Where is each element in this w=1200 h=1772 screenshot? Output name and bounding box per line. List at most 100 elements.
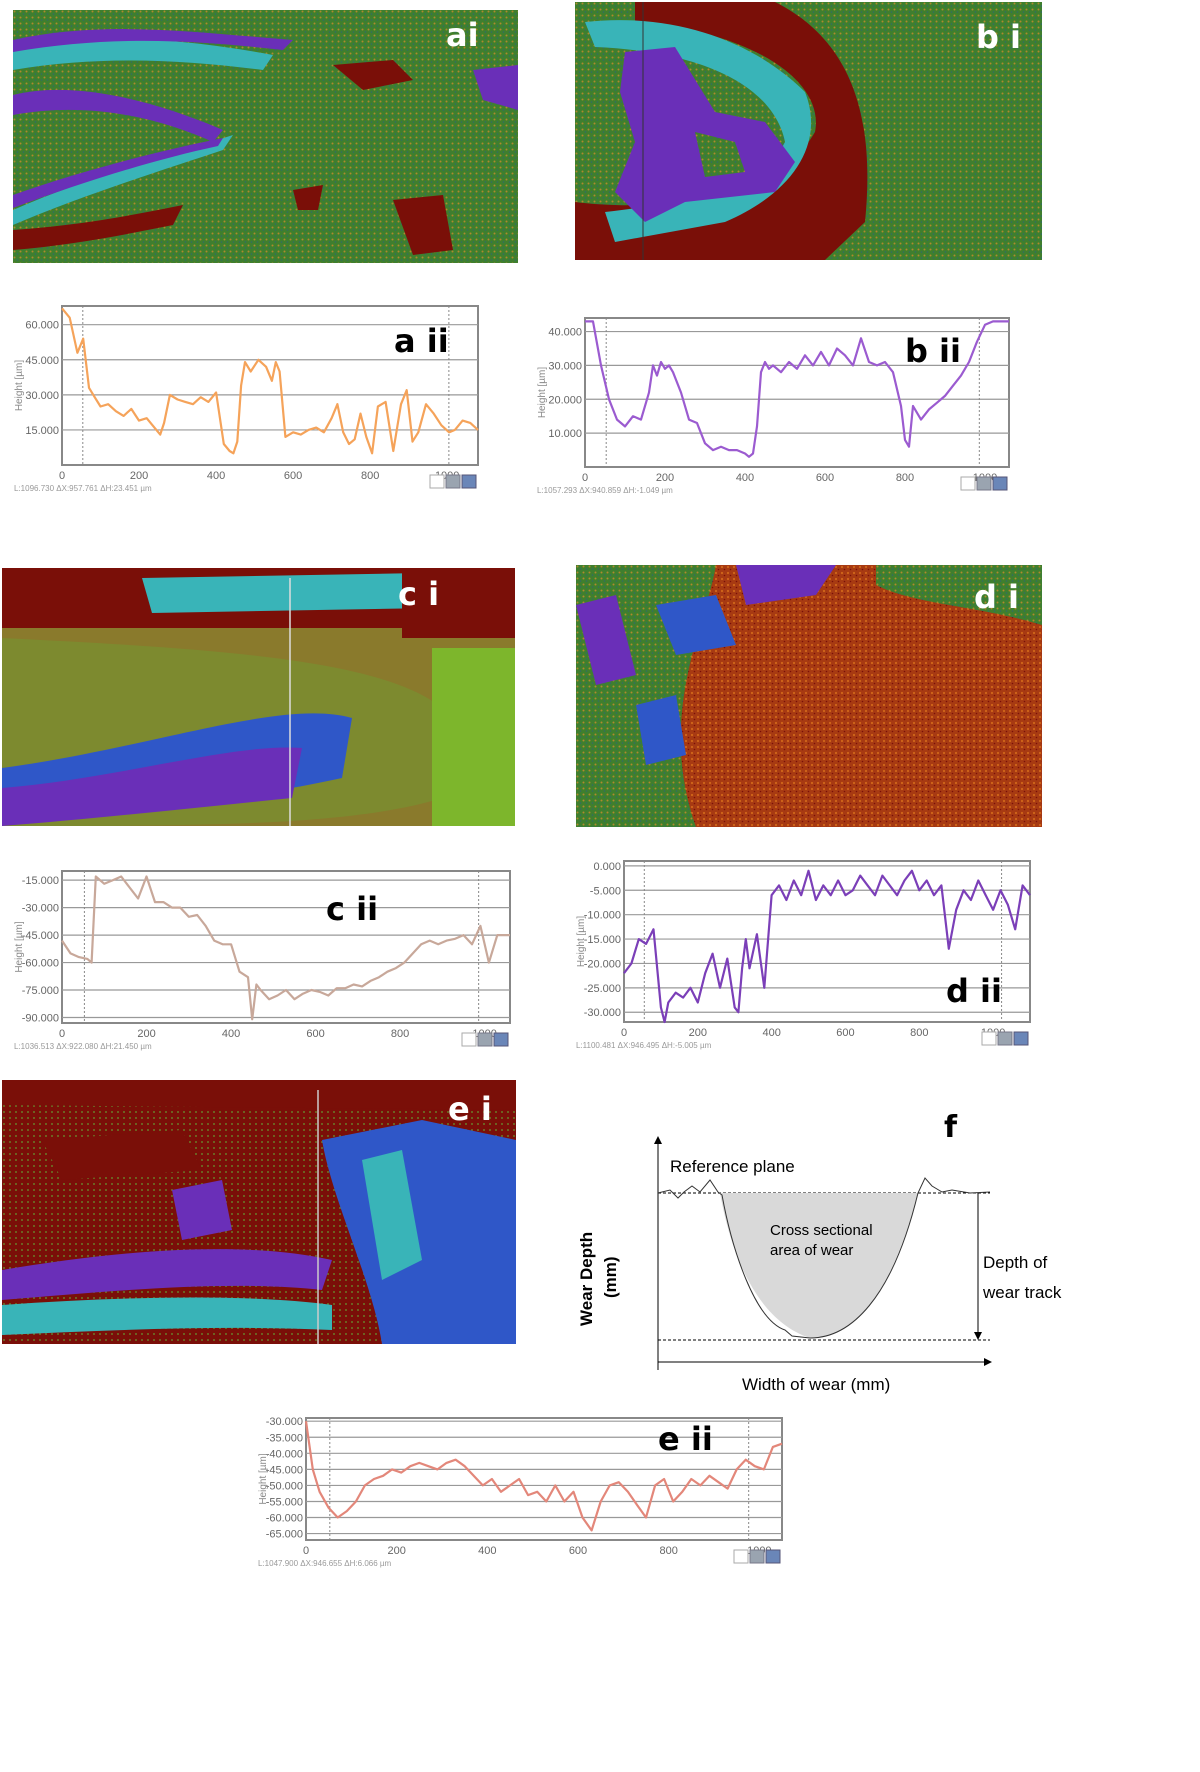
c-ii-ytick-label: -60.000 bbox=[22, 958, 59, 970]
e-ii-xtick-label: 0 bbox=[303, 1545, 309, 1557]
d-ii-ytick-label: -10.000 bbox=[584, 910, 621, 922]
e-ii-toolbar-icon[interactable] bbox=[733, 1549, 749, 1564]
a-ii-profile-line bbox=[61, 307, 479, 455]
e-ii-zoom-icon[interactable] bbox=[749, 1549, 765, 1564]
a-ii-xtick-label: 200 bbox=[130, 470, 148, 482]
c-ii-zoom-icon[interactable] bbox=[477, 1032, 493, 1047]
schematic-xlabel: Width of wear (mm) bbox=[742, 1375, 890, 1394]
panel-label-ei: e i bbox=[448, 1090, 492, 1128]
a-ii-xtick-label: 400 bbox=[207, 470, 225, 482]
b-ii-export-icon[interactable] bbox=[992, 476, 1008, 491]
d-ii-ytick-label: -5.000 bbox=[590, 885, 621, 897]
d-ii-zoom-icon[interactable] bbox=[997, 1031, 1013, 1046]
chart-label-e-ii: e ii bbox=[658, 1420, 713, 1458]
d-ii-ytick-label: -30.000 bbox=[584, 1007, 621, 1019]
a-ii-xtick-label: 600 bbox=[284, 470, 302, 482]
profile-chart-a-svg: 60.00045.00030.00015.0000200400600800100… bbox=[14, 305, 479, 493]
d-ii-plot-frame bbox=[623, 860, 1031, 1023]
schematic-ylabel-1: Wear Depth bbox=[577, 1232, 596, 1326]
c-ii-xtick-label: 600 bbox=[306, 1028, 324, 1040]
c-ii-ytick-label: -90.000 bbox=[22, 1013, 59, 1025]
depth-label-1: Depth of bbox=[983, 1253, 1048, 1272]
profile-chart-d: 0.000 -5.000 -10.000 -15.000 -20.000 -25.000 -… bbox=[572, 855, 1042, 1052]
profile-chart-c: -15.000 -30.000 -45.000 -60.000 -75.000 -90.0… bbox=[10, 865, 522, 1053]
a-ii-xtick-label: 800 bbox=[361, 470, 379, 482]
e-ii-ytick-label: -30.000 bbox=[266, 1416, 303, 1428]
a-ii-ytick-label: 45.000 bbox=[25, 355, 59, 367]
c-ii-ytick-label: -15.000 bbox=[22, 875, 59, 887]
d-ii-xtick-label: 0 bbox=[621, 1027, 627, 1039]
profile-chart-e-svg: -30.000 -35.000 -40.000 -45.000 -50.000 -55.0… bbox=[258, 1416, 783, 1568]
c-ii-plot-frame bbox=[61, 870, 511, 1024]
d-ii-profile-line bbox=[623, 869, 1031, 1024]
chart-label-b-ii: b ii bbox=[905, 332, 961, 370]
a-ii-ytick-label: 60.000 bbox=[25, 320, 59, 332]
cross-section-label-2: area of wear bbox=[770, 1242, 853, 1259]
panel-label-ci: c i bbox=[398, 575, 440, 613]
d-ii-ytick-label: -15.000 bbox=[584, 934, 621, 946]
e-ii-xtick-label: 400 bbox=[478, 1545, 496, 1557]
b-ii-xtick-label: 0 bbox=[582, 472, 588, 484]
e-ii-export-icon[interactable] bbox=[765, 1549, 781, 1564]
e-ii-ytick-label: -35.000 bbox=[266, 1432, 303, 1444]
wear-cross-section-area bbox=[720, 1193, 918, 1339]
a-ii-ytick-label: 15.000 bbox=[25, 425, 59, 437]
d-ii-ytick-label: -25.000 bbox=[584, 983, 621, 995]
e-ii-ytick-label: -55.000 bbox=[266, 1496, 303, 1508]
b-ii-xtick-label: 200 bbox=[656, 472, 674, 484]
b-ii-footer: L:1057.293 ΔX:940.859 ΔH:-1.049 µm bbox=[537, 486, 673, 495]
height-map-a bbox=[13, 10, 518, 263]
depth-arrow-head bbox=[974, 1332, 982, 1340]
e-ii-profile-line bbox=[304, 1421, 783, 1532]
e-ii-xtick-label: 600 bbox=[569, 1545, 587, 1557]
b-ii-plot-frame bbox=[584, 317, 1010, 468]
c-ii-toolbar-icon[interactable] bbox=[461, 1032, 477, 1047]
e-ii-ytick-label: -50.000 bbox=[266, 1480, 303, 1492]
c-ii-ylabel: Height [µm] bbox=[14, 921, 25, 973]
b-ii-profile-line bbox=[585, 320, 1009, 458]
wear-schematic: Reference plane Cross sectional area of … bbox=[577, 1136, 1062, 1394]
d-ii-ytick-label: -20.000 bbox=[584, 958, 621, 970]
c-ii-profile-line bbox=[61, 875, 510, 1021]
height-map-b bbox=[575, 2, 1042, 260]
wear-profile-curve bbox=[657, 1177, 991, 1339]
d-ii-toolbar-icon[interactable] bbox=[981, 1031, 997, 1046]
profile-chart-d-svg: 0.000 -5.000 -10.000 -15.000 -20.000 -25.000 -… bbox=[576, 860, 1031, 1050]
a-ii-export-icon[interactable] bbox=[461, 474, 477, 489]
c-ii-xtick-label: 800 bbox=[391, 1028, 409, 1040]
a-ii-zoom-icon[interactable] bbox=[445, 474, 461, 489]
c-ii-xtick-label: 400 bbox=[222, 1028, 240, 1040]
a-ii-toolbar-icon[interactable] bbox=[429, 474, 445, 489]
panel-label-di: d i bbox=[974, 578, 1020, 616]
profile-chart-e: -30.000 -35.000 -40.000 -45.000 -50.000 -55.0… bbox=[254, 1412, 794, 1570]
d-ii-ytick-label: 0.000 bbox=[593, 861, 621, 873]
profile-chart-c-svg: -15.000 -30.000 -45.000 -60.000 -75.000 -90.0… bbox=[14, 870, 511, 1051]
panel-label-bi: b i bbox=[976, 18, 1022, 56]
d-ii-export-icon[interactable] bbox=[1013, 1031, 1029, 1046]
b-ii-ytick-label: 10.000 bbox=[548, 428, 582, 440]
b-ii-xtick-label: 600 bbox=[816, 472, 834, 484]
height-map-d bbox=[576, 565, 1042, 827]
e-ii-ytick-label: -45.000 bbox=[266, 1464, 303, 1476]
chart-label-d-ii: d ii bbox=[946, 972, 1002, 1010]
d-ii-xtick-label: 200 bbox=[689, 1027, 707, 1039]
schematic-y-arrow bbox=[654, 1136, 662, 1144]
a-ii-ytick-label: 30.000 bbox=[25, 390, 59, 402]
e-ii-ytick-label: -65.000 bbox=[266, 1529, 303, 1541]
b-ii-ytick-label: 30.000 bbox=[548, 360, 582, 372]
depth-label-2: wear track bbox=[982, 1283, 1062, 1302]
d-ii-ylabel: Height [µm] bbox=[576, 916, 587, 968]
b-ii-ytick-label: 20.000 bbox=[548, 394, 582, 406]
a-ii-xtick-label: 0 bbox=[59, 470, 65, 482]
b-ii-toolbar-icon[interactable] bbox=[960, 476, 976, 491]
a-ii-plot-frame bbox=[61, 305, 479, 466]
d-ii-xtick-label: 600 bbox=[836, 1027, 854, 1039]
chart-label-a-ii: a ii bbox=[394, 322, 449, 360]
b-ii-ytick-label: 40.000 bbox=[548, 327, 582, 339]
b-ii-xtick-label: 800 bbox=[896, 472, 914, 484]
b-ii-ylabel: Height [µm] bbox=[537, 367, 548, 419]
c-ii-export-icon[interactable] bbox=[493, 1032, 509, 1047]
e-ii-ytick-label: -40.000 bbox=[266, 1448, 303, 1460]
b-ii-zoom-icon[interactable] bbox=[976, 476, 992, 491]
e-ii-ytick-label: -60.000 bbox=[266, 1513, 303, 1525]
